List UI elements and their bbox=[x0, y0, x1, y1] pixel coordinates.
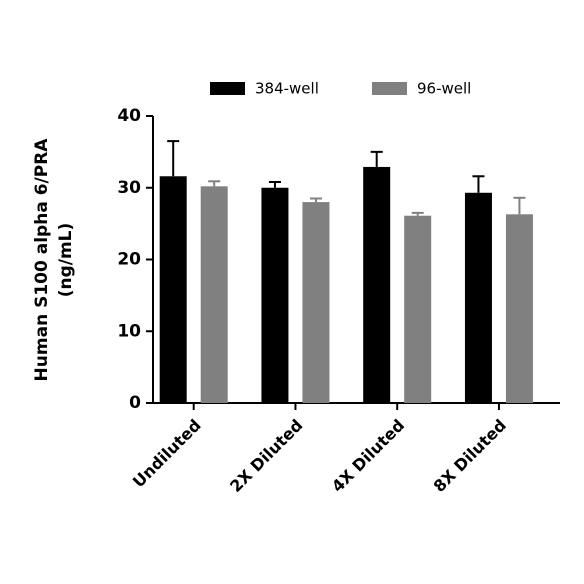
bar bbox=[302, 202, 330, 403]
y-tick-label: 10 bbox=[117, 321, 141, 341]
legend-swatch bbox=[372, 82, 407, 95]
x-tick-label: Undiluted bbox=[129, 416, 205, 492]
bar bbox=[200, 186, 228, 403]
bar bbox=[159, 176, 187, 403]
legend-label: 384-well bbox=[255, 80, 319, 98]
legend-swatch bbox=[210, 82, 245, 95]
y-tick-label: 0 bbox=[129, 393, 141, 413]
x-tick-label: 4X Diluted bbox=[328, 416, 408, 496]
bar bbox=[404, 215, 432, 403]
bar bbox=[261, 187, 289, 403]
bar bbox=[505, 214, 533, 403]
y-tick-label: 20 bbox=[117, 250, 141, 270]
y-axis-title-line: Human S100 alpha 6/PRA bbox=[32, 138, 52, 382]
y-tick-label: 30 bbox=[117, 178, 141, 198]
y-axis-title: Human S100 alpha 6/PRA (ng/mL) bbox=[32, 138, 76, 382]
bar bbox=[363, 166, 391, 403]
y-tick-label: 40 bbox=[117, 106, 141, 126]
x-tick-label: 8X Diluted bbox=[430, 416, 510, 496]
y-axis-title-line: (ng/mL) bbox=[56, 223, 76, 298]
legend-label: 96-well bbox=[417, 80, 471, 98]
bar bbox=[464, 192, 492, 403]
x-tick-label: 2X Diluted bbox=[226, 416, 306, 496]
